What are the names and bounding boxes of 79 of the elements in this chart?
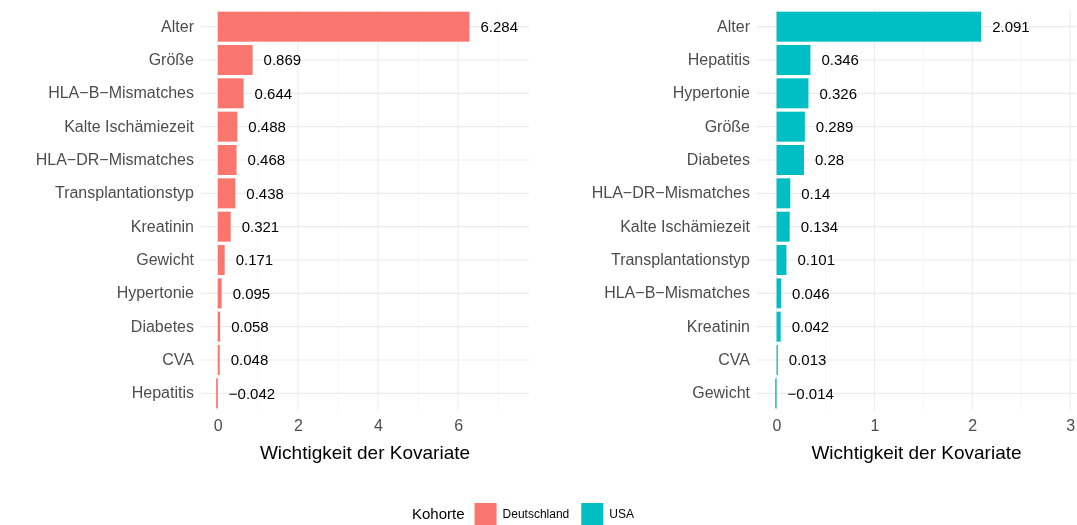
y-tick-label: Kalte Ischämiezeit (620, 217, 751, 235)
x-axis-title: Wichtigkeit der Kovariate (259, 442, 471, 463)
x-tick-label: 0 (772, 417, 782, 435)
legend-label: Deutschland (502, 507, 570, 522)
x-axis-title: Wichtigkeit der Kovariate (811, 442, 1022, 463)
y-tick-label: Größe (704, 117, 751, 135)
y-tick-label: Hypertonie (116, 284, 195, 302)
y-tick-label: Transplantationstyp (54, 184, 195, 202)
data-label: 0.468 (247, 151, 286, 169)
data-label: 0.869 (263, 51, 302, 69)
data-label: 0.058 (231, 317, 269, 335)
data-label: 0.171 (235, 251, 274, 269)
y-tick-label: Alter (161, 17, 195, 35)
bar (217, 278, 222, 309)
x-tick-label: 6 (454, 417, 464, 435)
y-tick-label: Transplantationstyp (610, 251, 751, 269)
y-tick-label: CVA (718, 351, 751, 369)
bar (217, 211, 231, 242)
data-label: 0.101 (797, 251, 835, 269)
y-tick-label: Gewicht (136, 251, 195, 269)
data-label: 0.046 (792, 284, 830, 302)
y-tick-label: Größe (148, 51, 195, 69)
y-tick-label: Hepatitis (687, 51, 750, 69)
y-tick-label: HLA−DR−Mismatches (591, 184, 750, 202)
data-label: 0.042 (791, 317, 830, 335)
y-tick-label: HLA−B−Mismatches (604, 284, 750, 302)
y-tick-label: Kalte Ischämiezeit (64, 117, 195, 135)
legend-label: USA (609, 507, 634, 522)
data-label: 0.048 (230, 351, 269, 369)
data-label: 0.095 (232, 284, 271, 302)
bar (217, 245, 225, 275)
legend-title: Kohorte (412, 505, 465, 523)
data-label: −0.042 (228, 384, 276, 402)
y-tick-label: CVA (162, 351, 195, 369)
bar (776, 111, 805, 142)
data-label: 0.644 (254, 84, 293, 102)
data-label: 6.284 (480, 17, 519, 35)
x-tick-label: 2 (293, 417, 303, 435)
bar (776, 178, 791, 209)
y-tick-label: Hypertonie (672, 84, 751, 102)
y-tick-label: Diabetes (686, 151, 750, 169)
x-tick-label: 3 (1066, 417, 1076, 435)
data-label: −0.014 (787, 384, 834, 402)
y-tick-label: Kreatinin (130, 217, 194, 235)
y-tick-label: Diabetes (130, 317, 194, 335)
data-label: 2.091 (992, 17, 1030, 35)
data-label: 0.326 (819, 84, 858, 102)
x-tick-label: 2 (968, 417, 978, 435)
bar (776, 45, 811, 75)
bar (776, 311, 781, 342)
bar (217, 145, 237, 175)
bar (217, 11, 470, 42)
bar (217, 111, 238, 142)
y-tick-label: Gewicht (692, 384, 751, 402)
data-label: 0.14 (801, 184, 831, 202)
data-label: 0.28 (814, 151, 845, 169)
y-tick-label: HLA−DR−Mismatches (35, 151, 194, 169)
x-tick-label: 1 (870, 417, 880, 435)
bar (217, 78, 244, 109)
data-label: 0.488 (248, 117, 286, 135)
bar (776, 78, 809, 109)
bar (776, 211, 790, 242)
y-tick-label: Kreatinin (686, 317, 750, 335)
y-tick-label: HLA−B−Mismatches (48, 84, 194, 102)
bar (776, 245, 787, 275)
bar (776, 11, 982, 42)
data-label: 0.438 (246, 184, 284, 202)
bar (217, 45, 253, 75)
data-label: 0.289 (815, 117, 854, 135)
y-tick-label: Alter (717, 17, 751, 35)
x-tick-label: 4 (374, 417, 384, 435)
data-label: 0.013 (788, 351, 827, 369)
data-label: 0.134 (800, 217, 839, 235)
bar (776, 145, 804, 175)
x-tick-label: 0 (213, 417, 223, 435)
data-label: 0.346 (821, 51, 859, 69)
data-label: 0.321 (241, 217, 280, 235)
y-tick-label: Hepatitis (131, 384, 194, 402)
bar (217, 178, 236, 209)
